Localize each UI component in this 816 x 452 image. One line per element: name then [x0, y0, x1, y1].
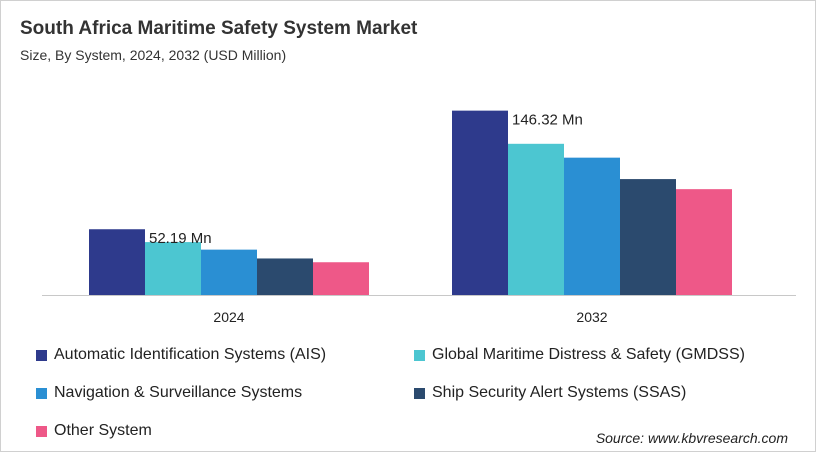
source-note: Source: www.kbvresearch.com: [595, 430, 788, 446]
data-label-2032: 146.32 Mn: [512, 112, 583, 129]
bar-2024-series-5: [313, 262, 369, 295]
chart-title: South Africa Maritime Safety System Mark…: [20, 18, 418, 39]
bar-2032-series-3: [564, 157, 620, 295]
bar-2032-series-4: [620, 179, 676, 295]
x-tick-label-2032: 2032: [576, 309, 607, 325]
chart-subtitle: Size, By System, 2024, 2032 (USD Million…: [20, 47, 287, 63]
x-tick-label-2024: 2024: [213, 309, 244, 325]
bar-2024-series-4: [257, 258, 313, 295]
bar-2024-series-1: [89, 229, 145, 295]
bar-2032-series-5: [676, 189, 732, 295]
bar-2024-series-3: [201, 249, 257, 295]
bar-2032-series-2: [508, 143, 564, 295]
bar-2032-series-1: [452, 110, 508, 295]
data-label-2024: 52.19 Mn: [149, 230, 212, 247]
bar-2024-series-2: [145, 242, 201, 295]
